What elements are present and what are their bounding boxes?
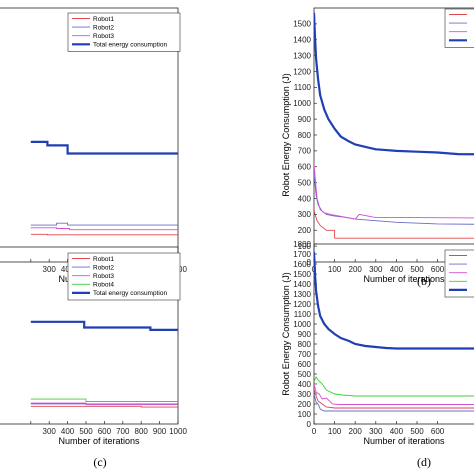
y-tick-label: 700 bbox=[298, 147, 312, 156]
y-tick-label: 0 bbox=[307, 258, 312, 267]
y-tick-label: 1600 bbox=[293, 260, 311, 269]
x-tick-label: 500 bbox=[410, 265, 424, 274]
x-tick-label: 200 bbox=[349, 265, 363, 274]
y-tick-label: 1200 bbox=[293, 67, 311, 76]
y-tick-label: 1200 bbox=[293, 300, 311, 309]
y-tick-label: 900 bbox=[298, 115, 312, 124]
series-line-unnamed bbox=[314, 209, 474, 239]
y-tick-label: 1300 bbox=[293, 290, 311, 299]
series-line-unnamed bbox=[314, 173, 474, 225]
legend-label: Robot3 bbox=[93, 33, 114, 40]
y-tick-label: 200 bbox=[298, 400, 312, 409]
panel-d: 0 100 200 300 400 500 600010020030040050060070… bbox=[281, 240, 474, 469]
y-tick-label: 1300 bbox=[293, 51, 311, 60]
series-line-robot3 bbox=[30, 402, 178, 406]
panel-label: (d) bbox=[417, 455, 431, 469]
y-axis-label: Robot Energy Consumption (J) bbox=[281, 73, 291, 197]
x-tick-label: 300 bbox=[43, 265, 57, 274]
legend-label: Robot1 bbox=[93, 16, 114, 23]
x-tick-label: 100 bbox=[328, 427, 342, 436]
series-line-robot1 bbox=[30, 233, 178, 236]
series-line-unnamed bbox=[314, 383, 474, 405]
series-line-robot1 bbox=[30, 405, 178, 408]
y-tick-label: 500 bbox=[298, 370, 312, 379]
y-tick-label: 300 bbox=[298, 210, 312, 219]
y-tick-label: 1000 bbox=[293, 99, 311, 108]
y-tick-label: 800 bbox=[298, 340, 312, 349]
y-tick-label: 600 bbox=[298, 360, 312, 369]
series-line-unnamed bbox=[314, 12, 474, 156]
x-tick-label: 600 bbox=[431, 427, 445, 436]
x-tick-label: 500 bbox=[79, 427, 93, 436]
y-tick-label: 1400 bbox=[293, 280, 311, 289]
legend-label: Robot3 bbox=[93, 273, 114, 280]
x-tick-label: 600 bbox=[98, 427, 112, 436]
y-tick-label: 0 bbox=[307, 420, 312, 429]
x-tick-label: 300 bbox=[369, 265, 383, 274]
series-line-robot4 bbox=[30, 398, 178, 402]
y-tick-label: 400 bbox=[298, 194, 312, 203]
series-line-robot3 bbox=[30, 227, 178, 231]
series-line-robot2 bbox=[30, 222, 178, 226]
x-tick-label: 400 bbox=[390, 265, 404, 274]
legend-label: Robot2 bbox=[93, 24, 114, 31]
y-tick-label: 700 bbox=[298, 350, 312, 359]
x-tick-label: 300 bbox=[43, 427, 57, 436]
y-tick-label: 1800 bbox=[293, 240, 311, 249]
y-tick-label: 400 bbox=[298, 380, 312, 389]
y-tick-label: 600 bbox=[298, 163, 312, 172]
x-axis-label: Number of iterations bbox=[363, 274, 445, 284]
y-tick-label: 1700 bbox=[293, 250, 311, 259]
y-tick-label: 100 bbox=[298, 410, 312, 419]
series-line-unnamed bbox=[314, 163, 474, 220]
series-line-unnamed bbox=[314, 376, 474, 397]
legend-label: Total energy consumption bbox=[93, 290, 167, 297]
y-tick-label: 1000 bbox=[293, 320, 311, 329]
series-line-unnamed bbox=[314, 388, 474, 409]
panel-label: (b) bbox=[417, 274, 431, 288]
y-tick-label: 1100 bbox=[294, 310, 312, 319]
series-line-total-energy-consumption bbox=[30, 140, 178, 155]
x-tick-label: 500 bbox=[410, 427, 424, 436]
x-tick-label: 700 bbox=[116, 427, 130, 436]
y-tick-label: 200 bbox=[298, 226, 312, 235]
legend-label: Total energy consumption bbox=[93, 42, 167, 49]
x-tick-label: 800 bbox=[135, 427, 149, 436]
x-axis-label: Number of iterations bbox=[363, 436, 445, 446]
y-tick-label: 300 bbox=[298, 390, 312, 399]
y-tick-label: 800 bbox=[298, 131, 312, 140]
x-tick-label: 300 bbox=[369, 427, 383, 436]
panel-c: 300 400 500 600 700 800 900 1000 Number of itera… bbox=[0, 246, 187, 469]
x-tick-label: 900 bbox=[153, 427, 167, 436]
y-axis-label: Robot Energy Consumption (J) bbox=[281, 272, 291, 396]
legend-label: Robot4 bbox=[93, 282, 114, 289]
x-axis-label: Number of iterations bbox=[58, 436, 140, 446]
y-tick-label: 1500 bbox=[293, 270, 311, 279]
y-tick-label: 900 bbox=[298, 330, 312, 339]
x-tick-label: 0 bbox=[312, 427, 317, 436]
y-tick-label: 1100 bbox=[294, 83, 312, 92]
x-tick-label: 400 bbox=[390, 427, 404, 436]
legend-label: Robot2 bbox=[93, 264, 114, 271]
y-tick-label: 500 bbox=[298, 178, 312, 187]
y-tick-label: 100 bbox=[298, 242, 312, 251]
x-tick-label: 600 bbox=[431, 265, 445, 274]
x-tick-label: 400 bbox=[61, 427, 75, 436]
x-tick-label: 200 bbox=[349, 427, 363, 436]
panel-b: 0 100 200 300 400 500 600010020030040050060070… bbox=[281, 7, 474, 288]
x-tick-label: 1000 bbox=[169, 427, 187, 436]
y-tick-label: 1400 bbox=[293, 36, 311, 45]
series-line-unnamed bbox=[314, 393, 474, 412]
legend-label: Robot1 bbox=[93, 256, 114, 263]
panel-label: (c) bbox=[93, 455, 106, 469]
y-tick-label: 1500 bbox=[293, 20, 311, 29]
series-line-total-energy-consumption bbox=[30, 320, 178, 331]
series-line-unnamed bbox=[314, 251, 474, 350]
x-tick-label: 100 bbox=[328, 265, 342, 274]
